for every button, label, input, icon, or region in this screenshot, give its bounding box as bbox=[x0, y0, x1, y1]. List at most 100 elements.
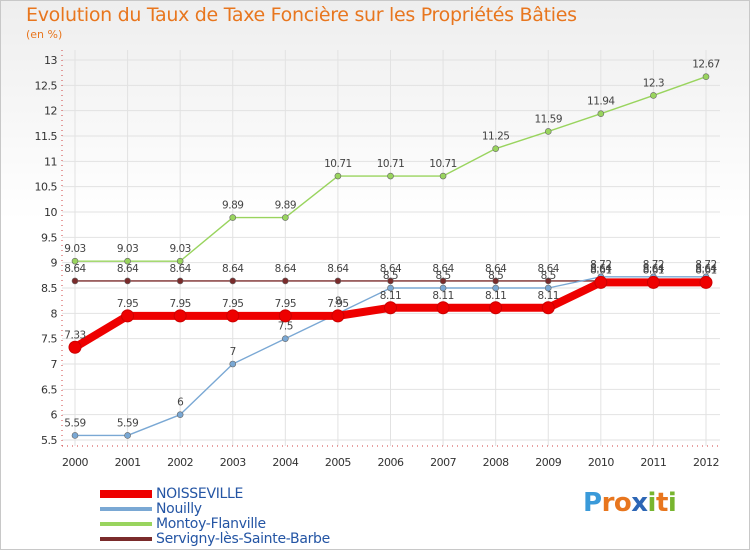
data-label: 10.71 bbox=[324, 158, 352, 170]
legend-label: Nouilly bbox=[156, 500, 202, 517]
data-label: 7 bbox=[230, 346, 236, 358]
legend-swatch bbox=[100, 489, 152, 498]
data-label: 8.11 bbox=[380, 290, 401, 302]
data-label: 8.64 bbox=[695, 263, 717, 275]
data-label: 7.5 bbox=[278, 321, 293, 333]
logo-letter: o bbox=[613, 488, 632, 518]
data-point bbox=[646, 275, 660, 289]
x-tick-label: 2006 bbox=[378, 456, 404, 469]
data-point bbox=[226, 309, 240, 323]
logo-letter: P bbox=[583, 488, 602, 518]
data-label: 9.03 bbox=[169, 243, 190, 255]
data-label: 8.72 bbox=[643, 259, 664, 271]
data-label: 8.64 bbox=[432, 263, 454, 275]
data-point bbox=[384, 301, 397, 315]
data-label: 8.11 bbox=[538, 290, 559, 302]
data-label: 7.95 bbox=[275, 298, 296, 310]
data-label: 8.11 bbox=[485, 290, 506, 302]
data-point bbox=[387, 284, 394, 292]
data-point bbox=[229, 360, 237, 368]
x-tick-label: 2003 bbox=[220, 456, 246, 469]
legend-item: NOISSEVILLE bbox=[100, 485, 244, 502]
chart-title: Evolution du Taux de Taxe Foncière sur l… bbox=[26, 4, 577, 26]
data-point bbox=[176, 411, 184, 418]
y-tick-label: 6 bbox=[51, 409, 58, 422]
data-label: 8.61 bbox=[643, 264, 664, 276]
data-point bbox=[544, 284, 552, 292]
data-point bbox=[489, 301, 503, 315]
data-label: 10.71 bbox=[429, 158, 457, 170]
data-label: 9.89 bbox=[222, 200, 243, 212]
data-point bbox=[439, 277, 447, 285]
logo-letter: r bbox=[601, 488, 615, 518]
data-label: 7.95 bbox=[169, 298, 190, 310]
x-tick-label: 2009 bbox=[535, 456, 561, 469]
data-point bbox=[544, 128, 552, 135]
y-tick-label: 7 bbox=[51, 358, 58, 371]
y-tick-label: 12.5 bbox=[35, 79, 58, 92]
data-label: 8.64 bbox=[380, 263, 402, 275]
y-tick-label: 7.5 bbox=[41, 333, 57, 346]
data-label: 8.64 bbox=[169, 263, 191, 275]
data-label: 8.64 bbox=[643, 263, 665, 275]
legend-label: NOISSEVILLE bbox=[156, 485, 244, 502]
unit-label: (en %) bbox=[26, 28, 63, 41]
x-tick-label: 2001 bbox=[115, 456, 141, 469]
data-label: 9.03 bbox=[64, 243, 85, 255]
x-tick-label: 2008 bbox=[483, 456, 509, 469]
data-point bbox=[492, 145, 499, 152]
data-point bbox=[282, 335, 289, 342]
data-point bbox=[229, 214, 237, 221]
data-point bbox=[278, 309, 292, 323]
data-point bbox=[71, 277, 79, 285]
legend-swatch bbox=[100, 506, 152, 511]
data-point bbox=[492, 284, 499, 292]
legend-label: Montoy-Flanville bbox=[156, 515, 266, 532]
y-tick-label: 10 bbox=[44, 206, 57, 219]
legend-swatch bbox=[100, 521, 152, 526]
y-tick-label: 8.5 bbox=[41, 282, 57, 295]
data-label: 8.61 bbox=[590, 264, 611, 276]
data-label: 8.5 bbox=[383, 270, 398, 282]
data-label: 12.3 bbox=[643, 77, 664, 89]
data-point bbox=[702, 73, 710, 81]
data-point bbox=[439, 172, 447, 180]
data-label: 8.64 bbox=[222, 263, 244, 275]
legend-label: Servigny-lès-Sainte-Barbe bbox=[156, 530, 330, 547]
data-point bbox=[436, 301, 450, 315]
data-point bbox=[541, 301, 555, 315]
data-point bbox=[544, 277, 552, 285]
data-point bbox=[387, 172, 394, 180]
data-label: 8.61 bbox=[695, 264, 716, 276]
data-point bbox=[334, 172, 342, 180]
legend-item: Servigny-lès-Sainte-Barbe bbox=[100, 530, 330, 547]
data-point bbox=[124, 432, 131, 439]
data-point bbox=[492, 277, 499, 285]
y-tick-label: 6.5 bbox=[41, 383, 57, 396]
data-label: 7.95 bbox=[117, 298, 138, 310]
data-label: 8.72 bbox=[695, 259, 716, 271]
data-point bbox=[173, 309, 187, 323]
data-label: 11.25 bbox=[482, 131, 510, 143]
data-point bbox=[282, 214, 289, 221]
x-tick-label: 2004 bbox=[272, 456, 298, 469]
logo-letter: t bbox=[655, 488, 668, 518]
data-label: 8.64 bbox=[117, 263, 139, 275]
x-tick-label: 2012 bbox=[693, 456, 719, 469]
legend-item: Nouilly bbox=[100, 500, 202, 517]
y-tick-label: 12 bbox=[44, 105, 57, 118]
data-point bbox=[650, 92, 657, 99]
data-label: 9.89 bbox=[275, 200, 296, 212]
data-label: 10.71 bbox=[377, 158, 405, 170]
x-tick-label: 2005 bbox=[325, 456, 351, 469]
x-tick-label: 2002 bbox=[167, 456, 193, 469]
data-label: 11.59 bbox=[534, 113, 562, 125]
data-point bbox=[121, 309, 135, 323]
y-tick-label: 9.5 bbox=[41, 231, 57, 244]
data-point bbox=[597, 110, 605, 118]
data-point bbox=[124, 257, 131, 265]
data-point bbox=[387, 277, 394, 285]
legend-swatch bbox=[100, 536, 152, 541]
data-label: 8.64 bbox=[485, 263, 507, 275]
